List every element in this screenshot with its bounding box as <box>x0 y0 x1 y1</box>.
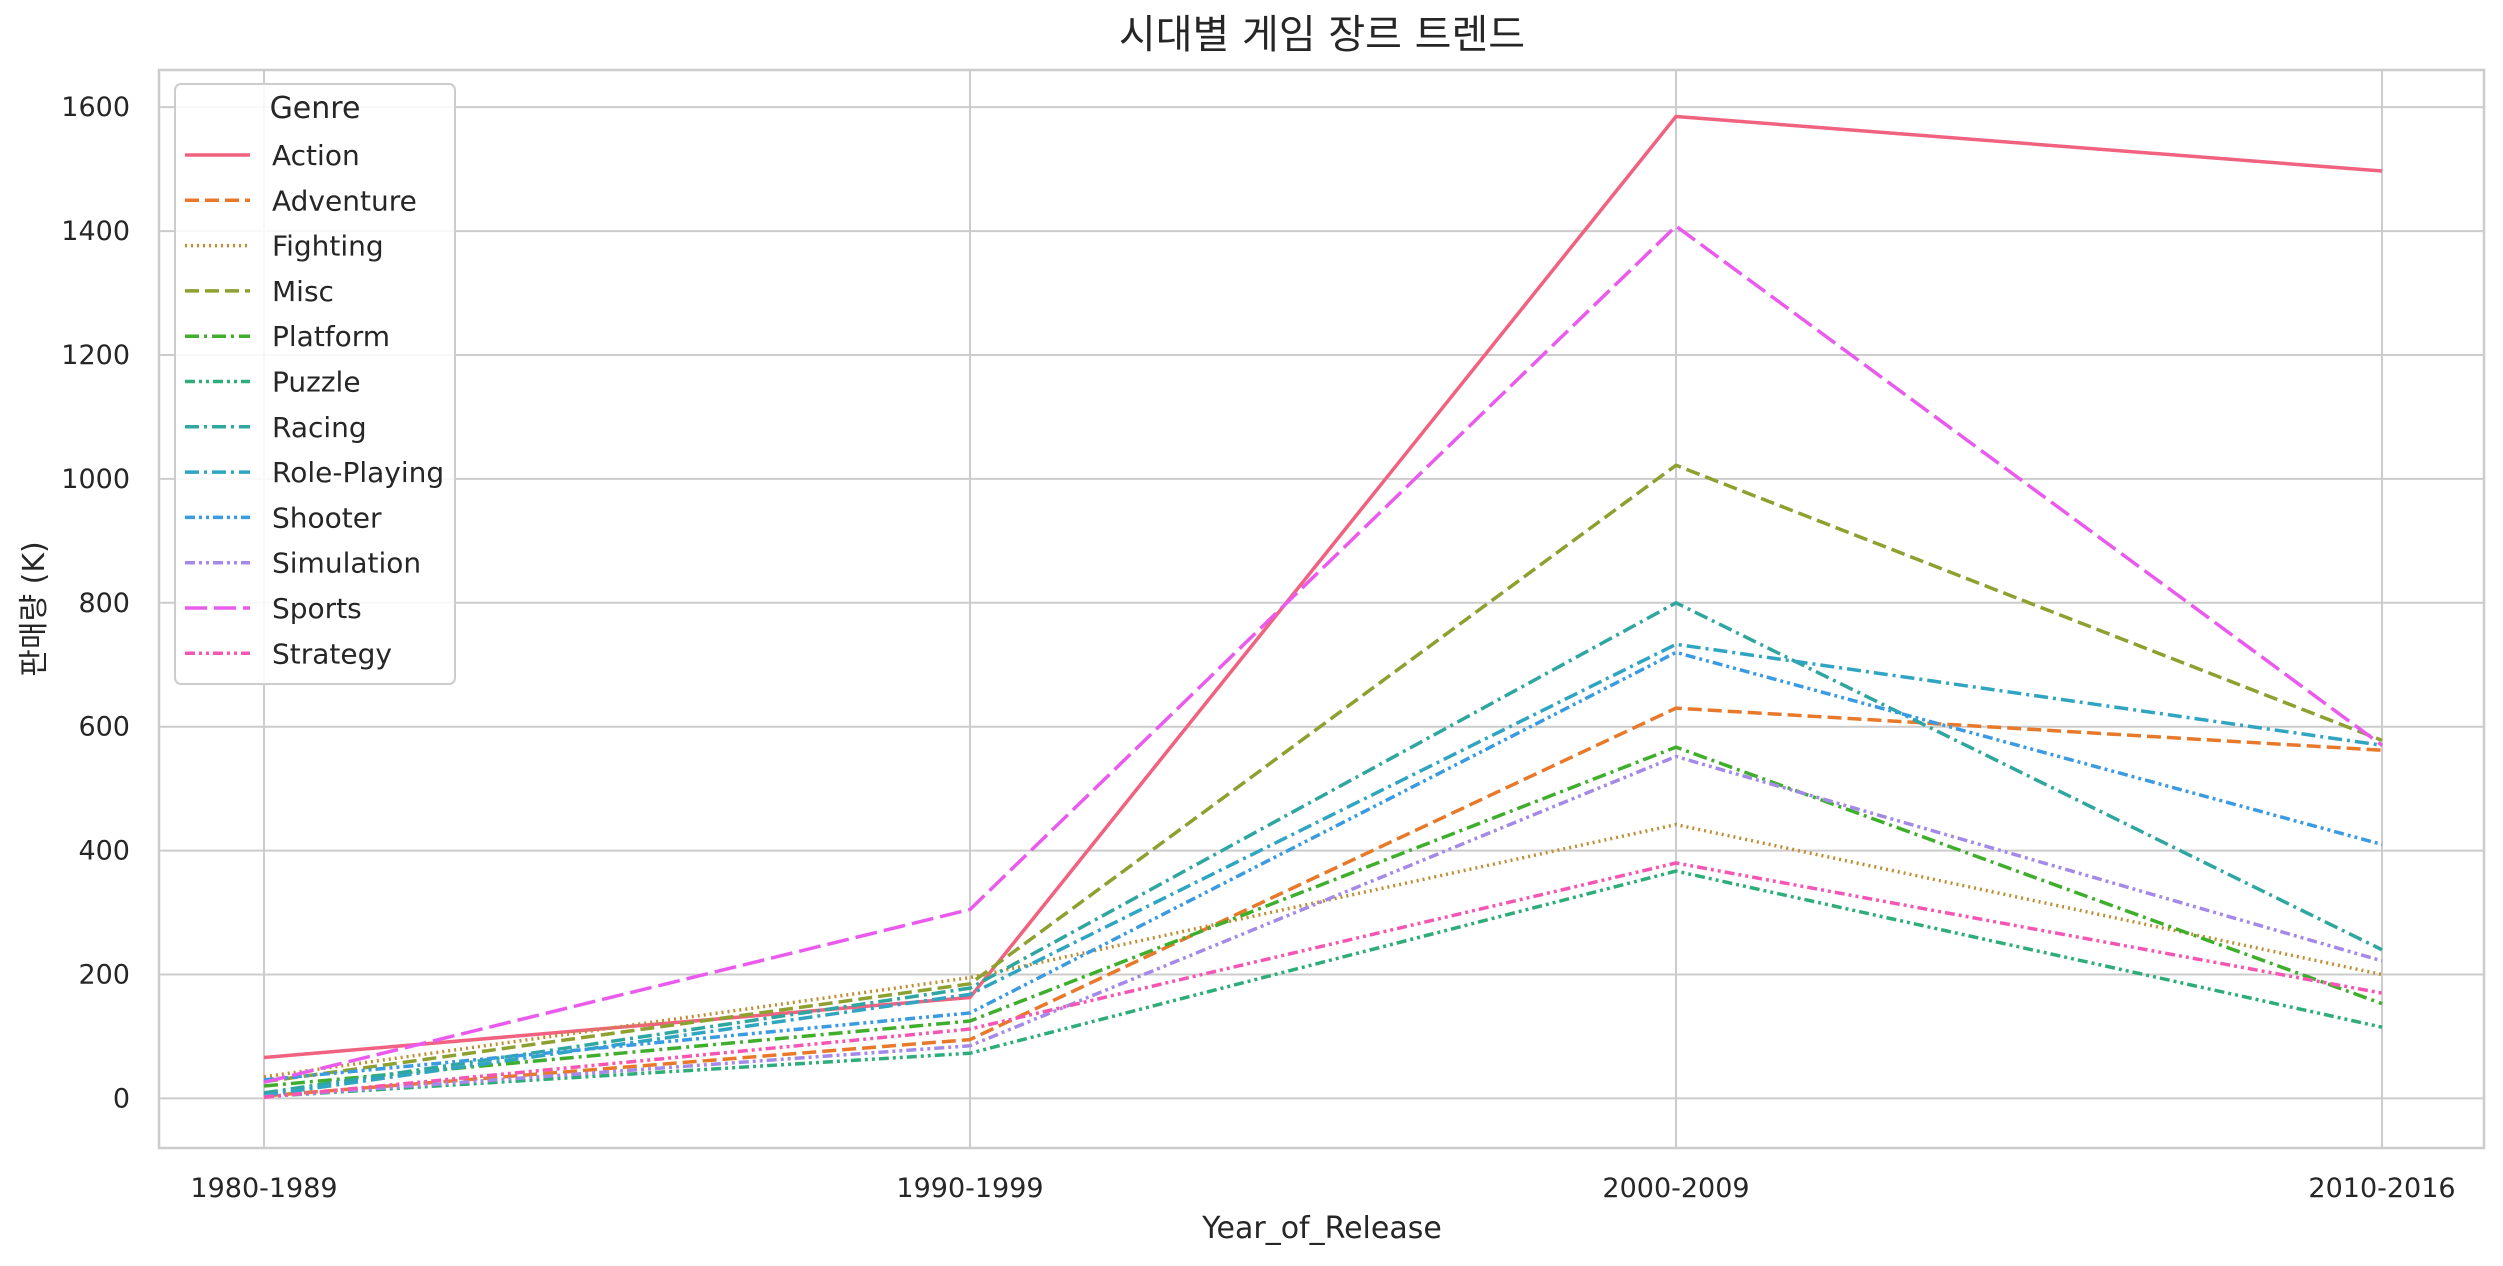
y-axis-title: 판매량 (K) <box>17 541 52 676</box>
series-line-action <box>263 114 2383 1060</box>
series-line-racing <box>263 601 2383 1095</box>
y-tick-label: 1000 <box>61 464 130 495</box>
x-axis-title: Year_of_Release <box>1201 1211 1442 1246</box>
series-line-puzzle <box>263 869 2383 1099</box>
legend-label: Sports <box>272 592 362 625</box>
series-line-strategy <box>263 861 2383 1099</box>
legend-items: Action Adventure Fighting Misc Platform Puzzl… <box>185 139 444 670</box>
x-tick-label: 1980-1989 <box>190 1173 337 1204</box>
x-tick-label: 2000-2009 <box>1602 1173 1749 1204</box>
y-tick-label: 1200 <box>61 340 130 371</box>
plot-frame <box>157 68 2486 1150</box>
series-lines <box>263 114 2384 1099</box>
y-tick-label: 1600 <box>61 92 130 123</box>
series-line-adventure <box>263 706 2383 1098</box>
x-axis-ticks: 1980-1989 1990-1999 2000-2009 2010-2016 <box>190 1173 2455 1204</box>
legend-label: Strategy <box>272 637 392 670</box>
y-tick-label: 600 <box>78 712 130 743</box>
y-tick-label: 800 <box>78 588 130 619</box>
legend-label: Misc <box>272 275 334 308</box>
legend-box <box>174 83 456 685</box>
legend-label: Adventure <box>272 184 417 217</box>
legend-label: Role-Playing <box>272 456 444 489</box>
y-tick-label: 200 <box>78 960 130 991</box>
legend: Genre Action Adventure Fighting Misc Platfor… <box>174 83 456 685</box>
legend-label: Platform <box>272 320 390 353</box>
legend-label: Fighting <box>272 230 384 263</box>
series-line-role-playing <box>263 642 2383 1098</box>
series-line-platform <box>263 745 2383 1088</box>
y-tick-label: 400 <box>78 836 130 867</box>
y-axis-ticks: 0 200 400 600 800 1000 1200 1400 1600 <box>61 92 130 1114</box>
legend-label: Puzzle <box>272 366 361 399</box>
x-tick-label: 2010-2016 <box>2308 1173 2455 1204</box>
legend-label: Shooter <box>272 501 382 534</box>
y-tick-label: 1400 <box>61 216 130 247</box>
y-tick-label: 0 <box>113 1083 130 1114</box>
x-tick-label: 1990-1999 <box>896 1173 1043 1204</box>
legend-label: Racing <box>272 411 367 444</box>
series-line-misc <box>263 463 2383 1084</box>
legend-title: Genre <box>270 91 361 126</box>
series-line-fighting <box>263 822 2383 1079</box>
legend-label: Simulation <box>272 547 421 580</box>
series-line-sports <box>263 224 2384 1085</box>
legend-label: Action <box>272 139 360 172</box>
chart-title: 시대별 게임 장르 트렌드 <box>1119 12 1525 58</box>
